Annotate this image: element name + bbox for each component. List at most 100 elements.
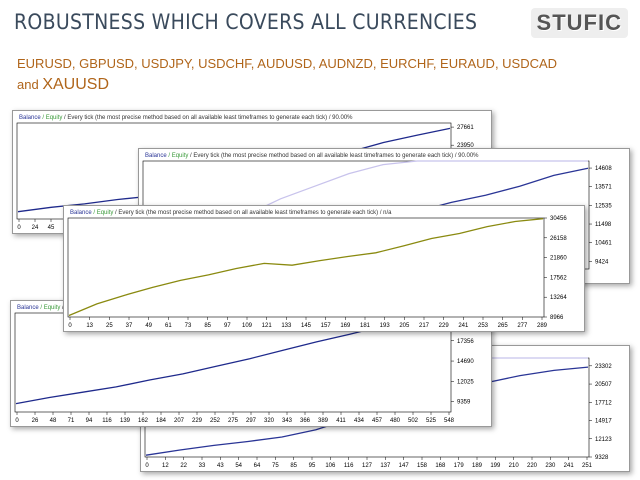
x-tick-label: 12 <box>162 463 169 469</box>
legend-part: / Every tick (the most precise method ba… <box>113 210 392 216</box>
equity-line <box>68 218 544 317</box>
x-tick-label: 502 <box>408 418 419 424</box>
x-tick-label: 71 <box>68 418 75 424</box>
legend-part: Balance <box>145 153 167 159</box>
x-tick-label: 73 <box>185 323 192 329</box>
x-tick-label: 210 <box>509 463 520 469</box>
x-tick-label: 85 <box>204 323 211 329</box>
x-tick-label: 548 <box>444 418 455 424</box>
y-tick-label: 17356 <box>457 339 474 345</box>
x-tick-label: 61 <box>165 323 172 329</box>
y-tick-label: 14690 <box>457 359 474 365</box>
x-tick-label: 24 <box>32 225 39 231</box>
x-tick-label: 229 <box>439 323 450 329</box>
y-tick-label: 14608 <box>595 166 612 172</box>
x-tick-label: 241 <box>564 463 575 469</box>
plot-area <box>67 217 545 318</box>
x-tick-label: 168 <box>435 463 446 469</box>
x-tick-label: 0 <box>17 225 21 231</box>
x-tick-label: 157 <box>321 323 332 329</box>
y-tick-label: 17562 <box>550 275 567 281</box>
slide-title: ROBUSTNESS WHICH COVERS ALL CURRENCIES <box>14 10 478 34</box>
subtitle-line2: and XAUUSD <box>17 76 109 94</box>
x-tick-label: 193 <box>380 323 391 329</box>
x-tick-label: 184 <box>156 418 167 424</box>
y-tick-label: 21860 <box>550 256 567 262</box>
x-tick-label: 253 <box>478 323 489 329</box>
y-tick-label: 17712 <box>595 400 612 406</box>
x-tick-label: 26 <box>32 418 39 424</box>
y-tick-label: 23302 <box>595 364 612 370</box>
x-tick-label: 109 <box>242 323 253 329</box>
chart-panel: Balance / Equity / Every tick (the most … <box>63 205 585 332</box>
x-tick-label: 220 <box>527 463 538 469</box>
x-tick-label: 43 <box>217 463 224 469</box>
x-tick-label: 158 <box>417 463 428 469</box>
x-tick-label: 275 <box>228 418 239 424</box>
x-tick-label: 229 <box>192 418 203 424</box>
x-tick-label: 207 <box>174 418 185 424</box>
y-tick-label: 27661 <box>457 125 474 131</box>
x-tick-label: 343 <box>282 418 293 424</box>
x-tick-label: 265 <box>498 323 509 329</box>
x-tick-label: 457 <box>372 418 383 424</box>
legend-part: / Equity <box>41 115 63 121</box>
x-tick-label: 252 <box>210 418 221 424</box>
x-tick-label: 181 <box>360 323 371 329</box>
subtitle-xau: XAUUSD <box>42 76 110 93</box>
x-tick-label: 480 <box>390 418 401 424</box>
x-tick-label: 147 <box>399 463 410 469</box>
x-tick-label: 251 <box>582 463 593 469</box>
x-tick-label: 33 <box>199 463 206 469</box>
x-tick-label: 179 <box>454 463 465 469</box>
y-tick-label: 9424 <box>595 259 609 265</box>
y-tick-label: 9359 <box>457 400 471 406</box>
subtitle-and: and <box>17 77 39 92</box>
legend: Balance / Equity / Every tick (the most … <box>19 115 353 121</box>
x-tick-label: 106 <box>325 463 336 469</box>
x-tick-label: 434 <box>354 418 365 424</box>
x-tick-label: 139 <box>120 418 131 424</box>
y-tick-label: 30456 <box>550 216 567 222</box>
x-tick-label: 85 <box>290 463 297 469</box>
legend-part: / Equity <box>167 153 189 159</box>
y-tick-label: 13571 <box>595 185 612 191</box>
legend-part: / Equity <box>92 210 114 216</box>
y-tick-label: 8966 <box>550 315 564 321</box>
x-tick-label: 0 <box>15 418 19 424</box>
x-tick-label: 297 <box>246 418 257 424</box>
legend-part: / Every tick (the most precise method ba… <box>62 115 353 121</box>
x-tick-label: 389 <box>318 418 329 424</box>
x-tick-label: 217 <box>419 323 430 329</box>
x-tick-label: 0 <box>68 323 72 329</box>
x-tick-label: 137 <box>380 463 391 469</box>
x-tick-label: 97 <box>224 323 231 329</box>
legend-part: Balance <box>17 305 39 311</box>
y-tick-label: 26158 <box>550 236 567 242</box>
y-tick-label: 23950 <box>457 143 474 149</box>
y-tick-label: 12535 <box>595 203 612 209</box>
x-tick-label: 75 <box>272 463 279 469</box>
legend: Balance / Equity / Every tick (the most … <box>70 210 392 216</box>
y-tick-label: 20507 <box>595 382 612 388</box>
y-tick-label: 11498 <box>595 222 612 228</box>
x-tick-label: 37 <box>126 323 133 329</box>
y-tick-label: 12025 <box>457 379 474 385</box>
x-tick-label: 320 <box>264 418 275 424</box>
x-tick-label: 0 <box>145 463 149 469</box>
legend-part: / Every tick (the most precise method ba… <box>188 153 479 159</box>
legend-part: / Equity <box>39 305 61 311</box>
x-tick-label: 22 <box>180 463 187 469</box>
x-tick-label: 95 <box>309 463 316 469</box>
y-tick-label: 13264 <box>550 295 567 301</box>
x-tick-label: 199 <box>490 463 501 469</box>
legend: Balance / Equity / Every tick (the most … <box>145 153 479 159</box>
x-tick-label: 54 <box>235 463 242 469</box>
x-tick-label: 13 <box>86 323 93 329</box>
x-tick-label: 145 <box>301 323 312 329</box>
y-tick-label: 14917 <box>595 419 612 425</box>
x-tick-label: 241 <box>458 323 469 329</box>
y-tick-label: 12123 <box>595 437 612 443</box>
x-tick-label: 411 <box>336 418 346 424</box>
